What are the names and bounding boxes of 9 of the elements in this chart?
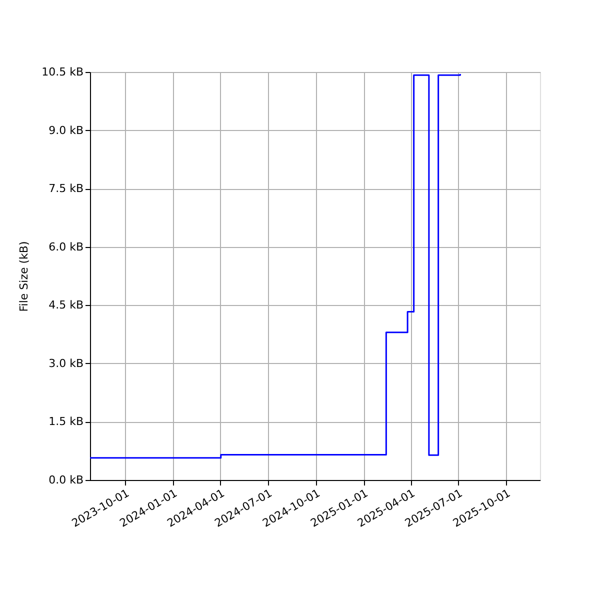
y-tick-label: 7.5 kB	[48, 182, 84, 196]
y-tick-label: 3.0 kB	[48, 356, 84, 370]
y-tick-label: 6.0 kB	[48, 240, 84, 254]
y-axis-title: File Size (kB)	[18, 241, 31, 312]
y-tick-label: 1.5 kB	[48, 415, 84, 428]
y-tick-label: 4.5 kB	[48, 298, 84, 312]
y-tick-label: 0.0 kB	[48, 474, 84, 486]
y-tick-label: 10.5 kB	[42, 66, 84, 78]
y-tick-label: 9.0 kB	[48, 124, 84, 137]
